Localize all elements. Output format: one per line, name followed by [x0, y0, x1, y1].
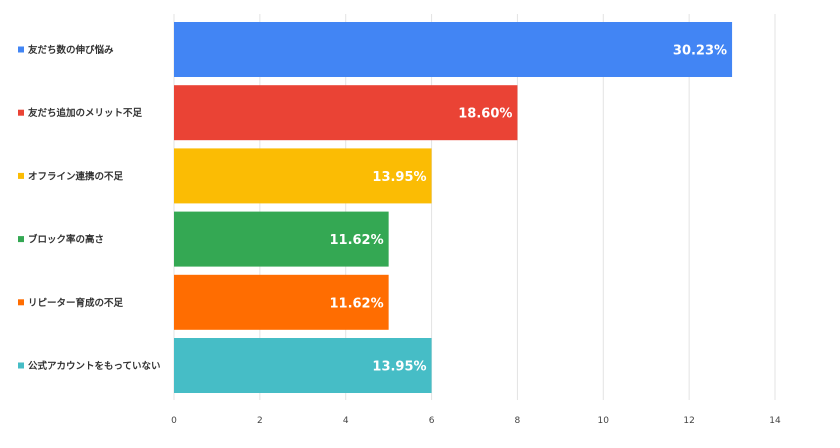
x-tick-label: 2 — [257, 416, 263, 426]
bar-3 — [174, 148, 432, 204]
legend-swatch-3 — [18, 172, 24, 179]
legend-swatch-2 — [18, 109, 24, 116]
bar-4 — [174, 211, 389, 267]
legend-swatch-5 — [18, 299, 24, 306]
x-tick-label: 8 — [515, 416, 521, 426]
bar-1 — [174, 22, 733, 77]
bar-value-label: 30.23% — [673, 44, 727, 59]
bar-value-label: 13.95% — [372, 360, 426, 375]
category-label: ブロック率の高さ — [28, 234, 104, 246]
legend-swatch-4 — [18, 236, 24, 243]
category-label: 公式アカウントをもっていない — [28, 360, 161, 372]
x-tick-label: 12 — [683, 416, 694, 426]
bar-value-label: 11.62% — [329, 233, 383, 248]
category-label: リピーター育成の不足 — [28, 297, 124, 309]
bar-value-label: 11.62% — [329, 296, 383, 311]
category-label: 友だち追加のメリット不足 — [27, 107, 143, 119]
bar-6 — [174, 338, 432, 393]
x-tick-label: 0 — [171, 416, 177, 426]
bar-5 — [174, 274, 389, 330]
x-tick-label: 10 — [598, 416, 610, 426]
legend-swatch-1 — [18, 46, 24, 53]
bar-value-label: 13.95% — [372, 170, 426, 185]
x-tick-label: 14 — [769, 416, 781, 426]
x-tick-label: 4 — [343, 416, 349, 426]
x-tick-label: 6 — [429, 416, 435, 426]
legend-swatch-6 — [18, 362, 24, 369]
bar-2 — [174, 85, 518, 141]
category-label: オフライン連携の不足 — [28, 170, 124, 182]
category-label: 友だち数の伸び悩み — [27, 44, 114, 56]
bar-value-label: 18.60% — [458, 107, 512, 122]
